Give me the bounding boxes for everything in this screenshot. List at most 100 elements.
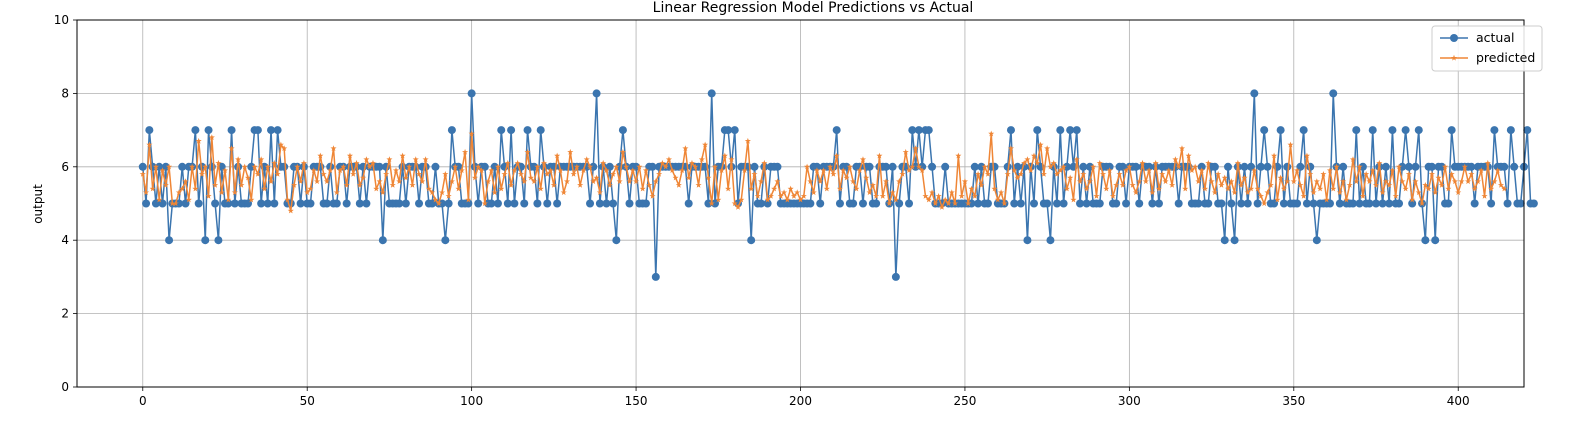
predicted-point xyxy=(310,167,317,174)
predicted-point xyxy=(998,189,1005,196)
predicted-point xyxy=(432,196,439,203)
predicted-point xyxy=(409,181,416,188)
predicted-point xyxy=(1057,167,1064,174)
predicted-point xyxy=(317,152,324,159)
predicted-point xyxy=(1139,159,1146,166)
predicted-point xyxy=(363,156,370,163)
predicted-point xyxy=(853,185,860,192)
predicted-point xyxy=(1261,200,1268,207)
predicted-point xyxy=(139,170,146,177)
actual-point xyxy=(138,162,147,171)
actual-point xyxy=(641,199,650,208)
actual-point xyxy=(1023,236,1032,245)
predicted-point xyxy=(1083,185,1090,192)
predicted-point xyxy=(1047,163,1054,170)
predicted-point xyxy=(757,178,765,185)
y-tick-label: 8 xyxy=(61,86,69,100)
legend-predicted-label: predicted xyxy=(1476,50,1535,65)
actual-point xyxy=(586,199,595,208)
predicted-point xyxy=(767,192,774,199)
predicted-point xyxy=(1017,170,1024,177)
actual-point xyxy=(280,162,289,171)
predicted-point xyxy=(205,192,212,199)
predicted-point xyxy=(1165,167,1172,174)
predicted-point xyxy=(879,192,886,199)
predicted-point xyxy=(774,178,781,185)
actual-point xyxy=(306,199,315,208)
predicted-point xyxy=(1155,185,1162,192)
predicted-point xyxy=(1086,178,1093,185)
predicted-point xyxy=(485,178,492,185)
predicted-point xyxy=(1287,141,1294,148)
predicted-point xyxy=(228,145,235,152)
actual-point xyxy=(1105,162,1114,171)
actual-point xyxy=(395,199,404,208)
predicted-point xyxy=(501,170,508,177)
predicted-point xyxy=(619,148,626,155)
predicted-point xyxy=(392,167,400,174)
actual-point xyxy=(253,126,262,135)
predicted-point xyxy=(1409,196,1416,203)
actual-point xyxy=(378,236,387,245)
predicted-point xyxy=(1412,178,1419,185)
predicted-point xyxy=(396,178,403,185)
predicted-point xyxy=(208,134,215,141)
predicted-point xyxy=(1132,189,1139,196)
predicted-point xyxy=(813,167,820,174)
actual-point xyxy=(1174,199,1183,208)
predicted-point xyxy=(912,145,919,152)
predicted-point xyxy=(218,189,225,196)
predicted-point xyxy=(1264,189,1271,196)
predicted-point xyxy=(876,152,883,159)
predicted-point xyxy=(1050,159,1057,166)
predicted-point xyxy=(1224,185,1232,192)
predicted-point xyxy=(751,170,758,177)
predicted-point xyxy=(1320,170,1327,177)
predicted-point xyxy=(198,170,206,177)
predicted-point xyxy=(1386,181,1393,188)
actual-point xyxy=(165,236,174,245)
predicted-point xyxy=(955,152,962,159)
predicted-point xyxy=(406,163,413,170)
actual-point xyxy=(724,126,733,135)
legend-actual-label: actual xyxy=(1476,30,1515,45)
predicted-point xyxy=(672,174,679,181)
actual-point xyxy=(1283,162,1292,171)
actual-point xyxy=(1355,199,1364,208)
legend-predicted-marker xyxy=(1450,54,1458,61)
actual-point xyxy=(543,199,552,208)
predicted-point xyxy=(725,185,732,192)
actual-point xyxy=(618,126,627,135)
predicted-point xyxy=(863,174,870,181)
predicted-point xyxy=(919,167,926,174)
actual-point xyxy=(592,89,601,98)
actual-point xyxy=(332,199,341,208)
predicted-point xyxy=(563,178,571,185)
predicted-point xyxy=(629,167,636,174)
predicted-point xyxy=(330,145,337,152)
actual-point xyxy=(401,199,410,208)
actual-point xyxy=(267,126,276,135)
predicted-point xyxy=(267,178,275,185)
actual-point xyxy=(849,199,858,208)
predicted-point xyxy=(241,163,248,170)
predicted-point xyxy=(307,185,314,192)
predicted-point xyxy=(215,159,222,166)
predicted-point xyxy=(873,192,880,199)
actual-point xyxy=(1276,126,1285,135)
predicted-point xyxy=(679,167,686,174)
predicted-point xyxy=(626,178,633,185)
predicted-point xyxy=(846,163,853,170)
predicted-point xyxy=(300,159,307,166)
predicted-point xyxy=(580,167,587,174)
predicted-point xyxy=(1109,192,1116,199)
actual-point xyxy=(1135,199,1144,208)
actual-point xyxy=(224,199,233,208)
predicted-point xyxy=(1294,167,1301,174)
predicted-point xyxy=(1007,145,1015,152)
predicted-point xyxy=(369,159,377,166)
actual-point xyxy=(983,199,992,208)
predicted-point xyxy=(721,152,728,159)
predicted-point xyxy=(1136,178,1143,185)
